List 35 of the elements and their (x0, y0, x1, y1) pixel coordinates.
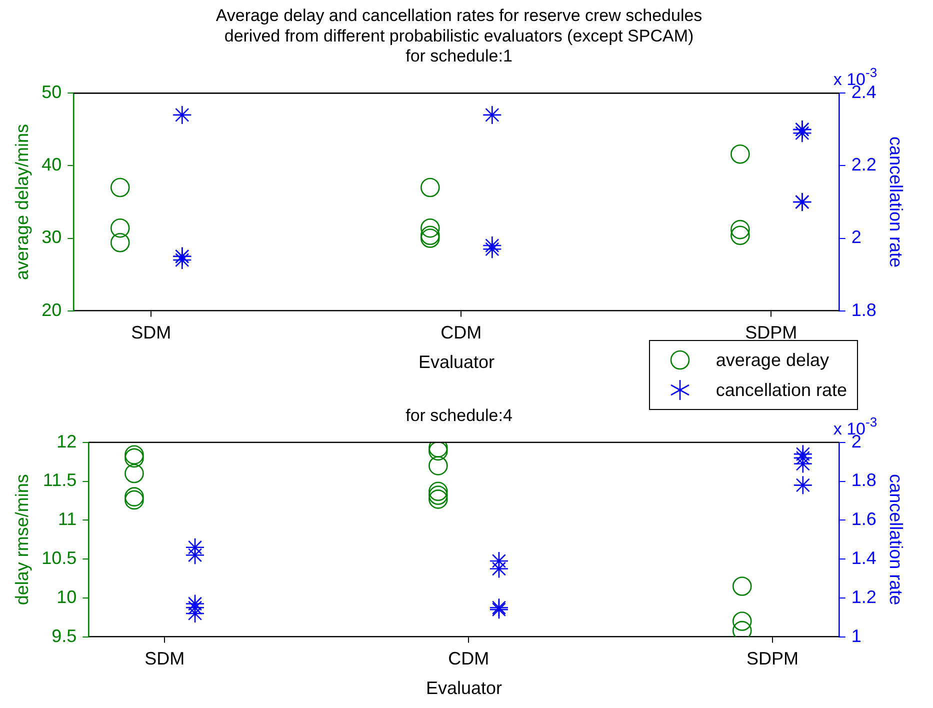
y2-tick-label: 1.4 (851, 548, 876, 568)
y-tick-label: 30 (42, 227, 62, 248)
y2-tick-label: 1.8 (851, 300, 876, 320)
y-tick-label: 11 (58, 509, 77, 530)
y2-tick-label: 1.8 (851, 470, 876, 490)
x-axis-title: Evaluator (418, 352, 495, 372)
y-tick-label: 12 (56, 431, 77, 452)
chart-title: for schedule:4 (406, 406, 512, 425)
chart-title: Average delay and cancellation rates for reserve crew schedules derived from different probabilistic evaluators (except SPCAM) (216, 6, 702, 46)
y-axis-title: delay rmse/mins (12, 474, 32, 606)
y2-axis-title: cancellation rate (886, 136, 906, 268)
y-tick-label: 50 (42, 82, 62, 102)
x-tick-label: SDPM (746, 648, 799, 669)
x-tick-label: SDM (131, 322, 172, 343)
x-axis-title: Evaluator (426, 678, 502, 698)
y-tick-label: 10 (56, 586, 77, 607)
x-tick-label: CDM (448, 648, 490, 669)
y-tick-label: 40 (42, 154, 62, 175)
chart-subtitle: for schedule:1 (406, 46, 512, 66)
y2-tick-label: 1.6 (851, 509, 876, 530)
y2-tick-label: 1.2 (851, 586, 876, 607)
y-axis-title: average delay/mins (12, 124, 32, 280)
y-tick-label: 9.5 (52, 626, 77, 646)
y2-axis-title: cancellation rate (886, 474, 906, 606)
legend-label: average delay (716, 350, 829, 370)
x-tick-label: SDM (144, 648, 185, 669)
legend-label: cancellation rate (716, 380, 847, 400)
y-tick-label: 10.5 (42, 548, 77, 568)
y2-tick-label: 2 (851, 227, 862, 248)
x-tick-label: CDM (440, 322, 482, 343)
y2-tick-label: 2.2 (851, 154, 876, 175)
y2-tick-label: 1 (851, 626, 862, 646)
y-tick-label: 20 (42, 300, 62, 320)
x-tick-label: SDPM (745, 322, 798, 343)
y-tick-label: 11.5 (42, 470, 77, 490)
